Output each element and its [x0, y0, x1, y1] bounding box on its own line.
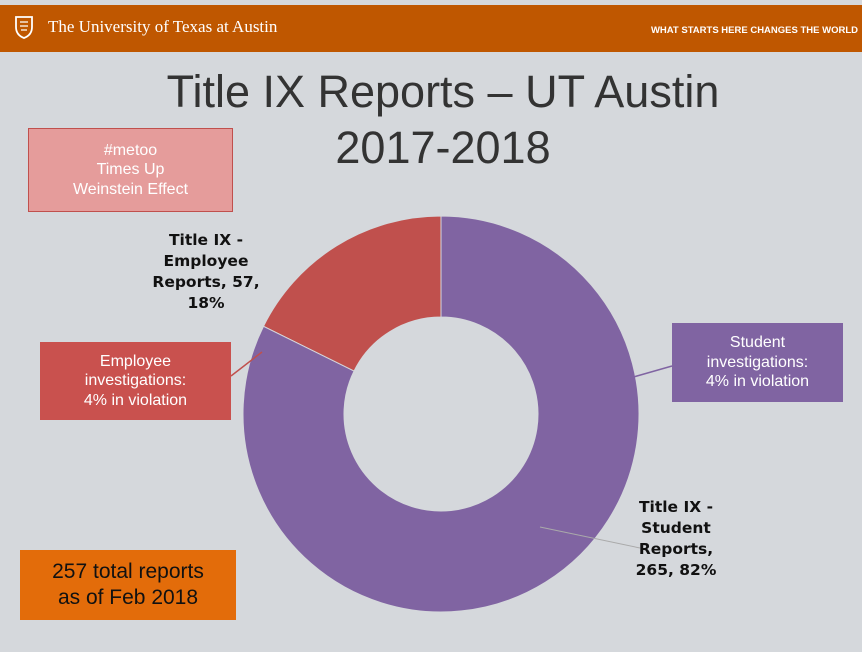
annotation-line: 4% in violation	[705, 373, 810, 391]
annotation-line: Student	[729, 334, 786, 352]
header-bar	[0, 5, 862, 52]
annotation: #metoo Times Up Weinstein Effect	[28, 128, 233, 212]
data-label: Title IX - Employee Reports, 57, 18%	[152, 231, 260, 312]
annotation: Student investigations: 4% in violation	[672, 323, 843, 402]
annotation-line: 4% in violation	[83, 391, 188, 409]
tagline: WHAT STARTS HERE CHANGES THE WORLD	[650, 25, 858, 36]
leader-line	[230, 351, 263, 377]
slice	[262, 215, 442, 372]
leader-line	[629, 365, 673, 379]
logo	[15, 16, 33, 39]
institution: The University of Texas at Austin	[48, 17, 278, 36]
annotation-line: investigations:	[706, 353, 809, 371]
slice	[242, 215, 640, 613]
annotation-line: Employee	[99, 352, 172, 370]
chart-subtitle: 2017-2018	[335, 122, 551, 173]
annotation-line: #metoo	[103, 141, 158, 159]
annotation-line: Times Up	[96, 161, 165, 179]
data-label: Title IX - Student Reports, 265, 82%	[635, 498, 717, 579]
annotation-line: as of Feb 2018	[57, 586, 199, 609]
chart-title: Title IX Reports – UT Austin	[166, 66, 720, 117]
annotation-line: 257 total reports	[52, 560, 204, 584]
annotation-line: Weinstein Effect	[72, 180, 189, 198]
annotation: 257 total reports as of Feb 2018	[20, 550, 236, 620]
annotation-line: investigations:	[84, 372, 187, 390]
leader-line	[539, 526, 641, 549]
annotation: Employee investigations: 4% in violation	[40, 342, 231, 420]
